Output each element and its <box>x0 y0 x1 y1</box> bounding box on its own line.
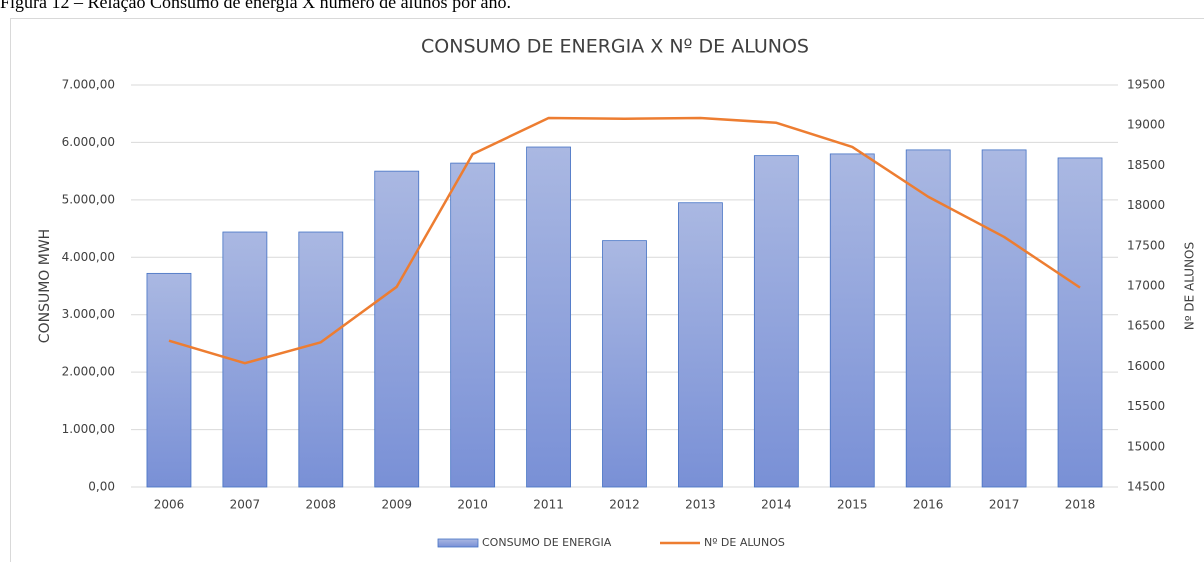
bar <box>526 146 571 488</box>
x-tick-label: 2015 <box>837 498 868 512</box>
y2-tick-label: 18500 <box>1127 158 1165 172</box>
y2-tick-label: 17500 <box>1127 238 1165 252</box>
y-tick-label: 6.000,00 <box>62 135 115 149</box>
y2-tick-label: 18000 <box>1127 198 1165 212</box>
bar <box>450 162 496 488</box>
x-tick-label: 2010 <box>457 498 488 512</box>
legend-label: CONSUMO DE ENERGIA <box>482 536 612 549</box>
bar <box>905 149 951 488</box>
x-tick-label: 2012 <box>609 498 640 512</box>
chart-title: CONSUMO DE ENERGIA X Nº DE ALUNOS <box>421 36 809 58</box>
bar <box>374 170 420 488</box>
bar <box>298 231 344 488</box>
x-tick-label: 2006 <box>154 498 185 512</box>
x-tick-label: 2008 <box>306 498 337 512</box>
bar <box>678 202 723 488</box>
y-tick-label: 7.000,00 <box>62 78 115 92</box>
y2-tick-label: 17000 <box>1127 279 1165 293</box>
bar <box>602 240 647 488</box>
x-tick-label: 2009 <box>381 498 412 512</box>
y-tick-label: 0,00 <box>88 480 115 494</box>
y2-tick-label: 19000 <box>1127 118 1165 132</box>
x-tick-label: 2013 <box>685 498 716 512</box>
x-tick-label: 2007 <box>230 498 261 512</box>
x-tick-label: 2018 <box>1065 498 1096 512</box>
y-axis-label: CONSUMO MWH <box>37 229 53 343</box>
bar <box>1057 157 1103 488</box>
line-series <box>168 116 1081 365</box>
y2-tick-label: 16000 <box>1127 359 1165 373</box>
y2-axis-label: Nº DE ALUNOS <box>1183 242 1197 330</box>
x-tick-label: 2017 <box>989 498 1020 512</box>
chart-border <box>10 18 1204 562</box>
y2-tick-label: 14500 <box>1127 480 1165 494</box>
y-tick-label: 2.000,00 <box>62 365 115 379</box>
bar <box>753 155 799 488</box>
y-tick-label: 3.000,00 <box>62 307 115 321</box>
bar <box>981 149 1027 488</box>
x-tick-label: 2014 <box>761 498 792 512</box>
y2-tick-label: 15500 <box>1127 399 1165 413</box>
y-tick-label: 1.000,00 <box>62 422 115 436</box>
legend-swatch <box>437 538 479 548</box>
x-tick-label: 2011 <box>533 498 564 512</box>
bar <box>829 153 875 488</box>
caption: Figura 12 – Relação Consumo de energia X… <box>0 0 511 12</box>
y2-tick-label: 19500 <box>1127 78 1165 92</box>
bar <box>146 272 192 488</box>
y-tick-label: 4.000,00 <box>62 250 115 264</box>
legend-label: Nº DE ALUNOS <box>704 536 785 549</box>
y-tick-label: 5.000,00 <box>62 192 115 206</box>
x-tick-label: 2016 <box>913 498 944 512</box>
y2-tick-label: 16500 <box>1127 319 1165 333</box>
y2-tick-label: 15000 <box>1127 439 1165 453</box>
